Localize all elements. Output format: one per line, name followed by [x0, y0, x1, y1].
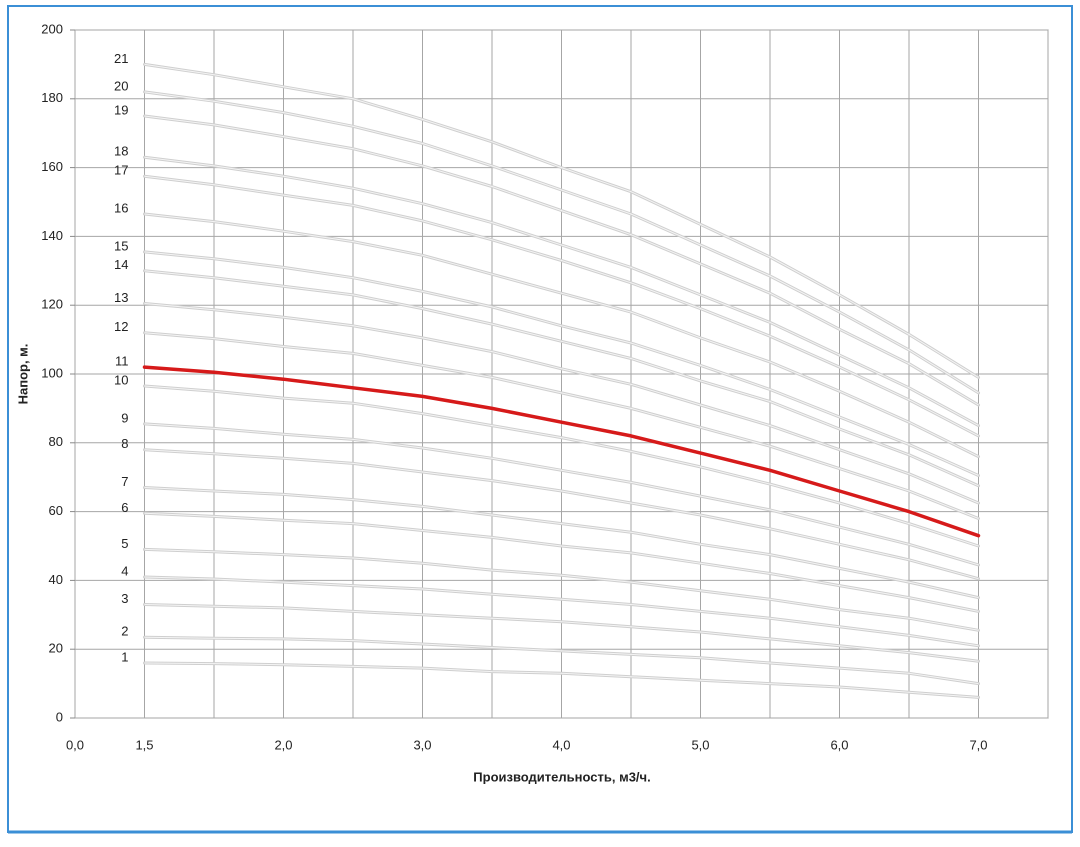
- curve-label: 20: [114, 78, 128, 93]
- grid: 0,0 1,5 2,0 3,0 4,0 5,0 6,0 7,00204060801001201…: [41, 21, 1049, 752]
- curve-inner: [144, 548, 979, 631]
- y-tick-label: 20: [49, 641, 63, 656]
- y-tick-label: 40: [49, 572, 63, 587]
- curve-label: 7: [121, 474, 128, 489]
- y-tick-label: 140: [41, 228, 63, 243]
- curve-inner: [144, 512, 979, 612]
- curve-inner: [144, 213, 979, 458]
- y-tick-label: 200: [41, 21, 63, 36]
- curve-inner: [144, 636, 979, 685]
- x-axis-title: Производительность, м3/ч.: [473, 769, 650, 784]
- y-tick-label: 80: [49, 434, 63, 449]
- curve-label: 14: [114, 257, 128, 272]
- curve-inner: [144, 270, 979, 487]
- x-tick-label: 6,0: [830, 737, 848, 752]
- curve-inner: [144, 662, 979, 698]
- curve-label: 4: [121, 563, 128, 578]
- curve-inner: [144, 423, 979, 566]
- curve-inner: [144, 487, 979, 599]
- curve-inner: [144, 604, 979, 662]
- y-axis-title: Напор, м.: [15, 344, 30, 405]
- curve-label: 13: [114, 290, 128, 305]
- curve-inner: [144, 115, 979, 406]
- curve: [142, 365, 981, 538]
- curve-inner: [144, 385, 979, 547]
- curve-label: 9: [121, 410, 128, 425]
- curve-inner: [144, 576, 979, 647]
- curve-inner: [144, 91, 979, 394]
- y-tick-label: 100: [41, 365, 63, 380]
- x-tick-label: 0,0: [66, 737, 84, 752]
- curve-label: 12: [114, 319, 128, 334]
- curve-label: 3: [121, 591, 128, 606]
- x-tick-label: 1,5: [135, 737, 153, 752]
- curve-label: 1: [121, 649, 128, 664]
- curve-label: 5: [121, 536, 128, 551]
- curve-label: 15: [114, 238, 128, 253]
- curve-inner: [144, 449, 979, 580]
- y-tick-label: 120: [41, 297, 63, 312]
- curve-label: 21: [114, 51, 128, 66]
- curve-label: 11: [115, 354, 129, 369]
- curve-label: 8: [121, 436, 128, 451]
- curve-inner: [144, 63, 979, 378]
- x-tick-label: 2,0: [274, 737, 292, 752]
- curve-label: 2: [121, 624, 128, 639]
- curve-label: 18: [114, 144, 128, 159]
- y-tick-label: 60: [49, 503, 63, 518]
- x-tick-label: 3,0: [413, 737, 431, 752]
- y-tick-label: 180: [41, 90, 63, 105]
- curve-inner: [144, 332, 979, 519]
- curve-inner: [144, 303, 979, 504]
- x-tick-label: 7,0: [969, 737, 987, 752]
- x-tick-label: 5,0: [691, 737, 709, 752]
- curve-label: 19: [114, 102, 128, 117]
- y-tick-label: 160: [41, 159, 63, 174]
- curve-label: 10: [114, 372, 128, 387]
- curve-inner: [144, 175, 979, 437]
- curve-label: 6: [121, 500, 128, 515]
- y-tick-label: 0: [56, 709, 63, 724]
- curve-inner: [144, 251, 979, 476]
- curve-label: 16: [114, 200, 128, 215]
- curve-inner: [144, 156, 979, 427]
- x-tick-label: 4,0: [552, 737, 570, 752]
- curve-label: 17: [114, 163, 128, 178]
